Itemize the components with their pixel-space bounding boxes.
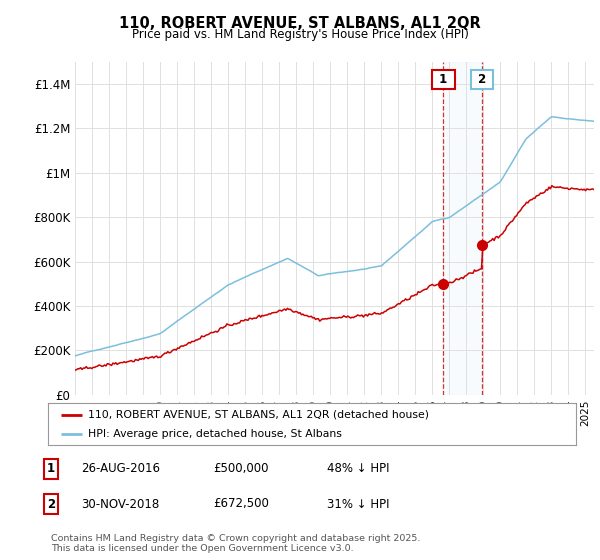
Text: 1: 1 (435, 73, 452, 86)
Text: Contains HM Land Registry data © Crown copyright and database right 2025.
This d: Contains HM Land Registry data © Crown c… (51, 534, 421, 553)
Text: 110, ROBERT AVENUE, ST ALBANS, AL1 2QR (detached house): 110, ROBERT AVENUE, ST ALBANS, AL1 2QR (… (88, 409, 428, 419)
Text: 26-AUG-2016: 26-AUG-2016 (81, 462, 160, 475)
Text: 2: 2 (47, 497, 55, 511)
Text: Price paid vs. HM Land Registry's House Price Index (HPI): Price paid vs. HM Land Registry's House … (131, 28, 469, 41)
Text: 110, ROBERT AVENUE, ST ALBANS, AL1 2QR: 110, ROBERT AVENUE, ST ALBANS, AL1 2QR (119, 16, 481, 31)
Text: 1: 1 (47, 462, 55, 475)
Text: £500,000: £500,000 (213, 462, 269, 475)
Text: 30-NOV-2018: 30-NOV-2018 (81, 497, 159, 511)
Text: 2: 2 (474, 73, 490, 86)
Text: £672,500: £672,500 (213, 497, 269, 511)
Bar (443, 62, 482, 395)
Text: 31% ↓ HPI: 31% ↓ HPI (327, 497, 389, 511)
Text: 48% ↓ HPI: 48% ↓ HPI (327, 462, 389, 475)
Text: HPI: Average price, detached house, St Albans: HPI: Average price, detached house, St A… (88, 429, 341, 439)
